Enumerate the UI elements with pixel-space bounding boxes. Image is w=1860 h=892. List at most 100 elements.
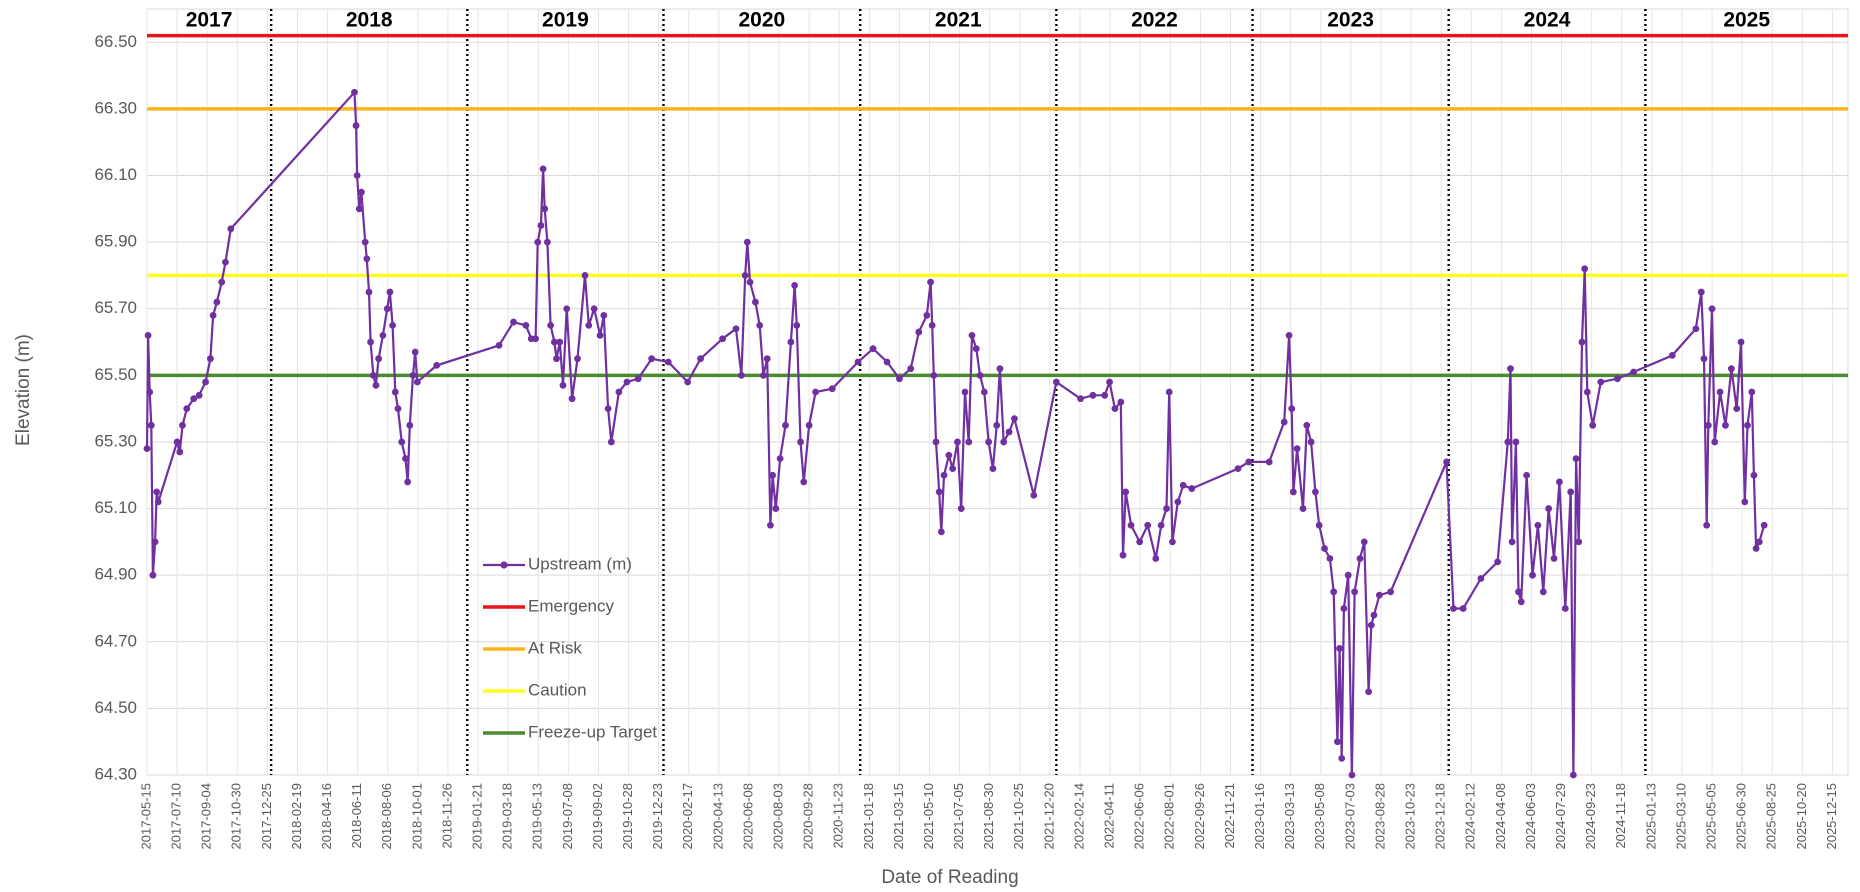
- data-point: [993, 421, 1001, 429]
- data-point: [1052, 378, 1060, 386]
- data-point: [1494, 558, 1501, 566]
- data-point: [1443, 458, 1450, 466]
- data-point: [383, 305, 391, 313]
- x-tick-label: 2024-11-18: [1613, 783, 1628, 849]
- data-point: [568, 395, 576, 403]
- data-point: [1122, 488, 1130, 496]
- data-point: [213, 298, 221, 306]
- data-point: [800, 478, 808, 486]
- data-point: [932, 438, 940, 446]
- data-point: [600, 312, 608, 319]
- x-tick-label: 2021-08-30: [981, 783, 996, 850]
- y-tick-label: 65.10: [94, 498, 137, 517]
- data-point: [596, 331, 604, 339]
- data-point: [1367, 621, 1375, 629]
- x-tick-label: 2019-05-13: [530, 783, 545, 850]
- x-tick-label: 2018-10-01: [409, 783, 424, 850]
- data-point: [1733, 405, 1741, 413]
- data-point: [1336, 645, 1343, 652]
- data-point: [183, 405, 191, 413]
- data-point: [1581, 265, 1589, 273]
- data-point: [367, 338, 374, 346]
- data-point: [1245, 458, 1253, 466]
- data-point: [1289, 488, 1297, 496]
- data-point: [1700, 355, 1708, 363]
- data-point: [1597, 378, 1605, 386]
- data-point: [1119, 551, 1127, 559]
- x-tick-label: 2023-12-18: [1433, 783, 1448, 850]
- data-point: [1668, 351, 1676, 359]
- data-point: [738, 371, 745, 379]
- x-tick-label: 2019-10-28: [620, 783, 635, 850]
- x-tick-label: 2017-05-15: [138, 783, 153, 850]
- data-line: [145, 89, 1766, 776]
- data-point: [935, 488, 943, 496]
- data-point: [923, 312, 931, 319]
- data-point: [805, 421, 813, 429]
- data-point: [411, 348, 419, 356]
- x-tick-label: 2025-03-10: [1673, 783, 1688, 850]
- x-tick-label: 2025-01-13: [1643, 783, 1658, 850]
- data-point: [146, 388, 154, 396]
- data-point: [1722, 421, 1729, 429]
- data-point: [1703, 521, 1711, 529]
- data-point: [1550, 555, 1558, 562]
- data-point: [607, 438, 615, 446]
- y-tick-label: 65.70: [94, 298, 137, 317]
- x-tick-label: 2024-06-03: [1523, 783, 1538, 850]
- data-point: [928, 321, 936, 329]
- data-point: [751, 298, 759, 306]
- data-point: [915, 328, 923, 336]
- data-point: [1614, 375, 1621, 383]
- data-point: [154, 498, 162, 506]
- x-tick-label: 2019-03-18: [500, 783, 515, 850]
- data-point: [149, 571, 157, 579]
- data-point: [563, 305, 571, 313]
- data-point: [391, 388, 399, 396]
- data-point: [1356, 555, 1364, 562]
- data-point: [1692, 325, 1700, 333]
- data-point: [1561, 605, 1569, 612]
- data-point: [756, 321, 764, 329]
- data-point: [961, 388, 969, 396]
- x-tick-label: 2021-03-15: [891, 783, 906, 850]
- data-point: [949, 465, 957, 472]
- x-tick-label: 2020-08-03: [770, 783, 785, 850]
- data-point: [1169, 538, 1176, 546]
- x-axis-title: Date of Reading: [881, 867, 1018, 888]
- legend-label: At Risk: [528, 638, 582, 657]
- data-point: [1165, 388, 1173, 396]
- data-point: [369, 371, 377, 379]
- data-point: [940, 471, 948, 479]
- x-tick-label: 2018-08-06: [379, 783, 394, 850]
- y-tick-label: 66.10: [94, 165, 137, 184]
- data-point: [869, 345, 877, 353]
- data-point: [604, 405, 612, 413]
- x-tick-label: 2022-02-14: [1071, 783, 1086, 850]
- data-point: [1344, 571, 1352, 579]
- data-point: [153, 488, 161, 496]
- year-label: 2021: [935, 9, 982, 32]
- data-point: [379, 331, 387, 339]
- data-point: [1545, 505, 1553, 512]
- data-point: [1152, 555, 1160, 562]
- data-point: [989, 465, 997, 472]
- data-point: [433, 361, 441, 369]
- data-point: [402, 455, 409, 463]
- data-point: [1111, 405, 1119, 413]
- data-point: [1351, 588, 1359, 596]
- data-point: [1117, 398, 1125, 406]
- data-point: [1517, 598, 1525, 606]
- data-point: [553, 355, 560, 363]
- data-point: [1106, 378, 1113, 386]
- data-point: [1750, 471, 1758, 479]
- data-point: [1704, 421, 1712, 429]
- data-point: [1365, 688, 1373, 696]
- x-tick-label: 2024-02-12: [1463, 783, 1478, 850]
- data-point: [664, 358, 672, 366]
- data-point: [732, 325, 740, 333]
- x-tick-label: 2019-01-21: [470, 783, 485, 850]
- data-point: [365, 288, 373, 296]
- data-point: [398, 438, 406, 446]
- x-tick-label: 2019-09-02: [590, 783, 605, 850]
